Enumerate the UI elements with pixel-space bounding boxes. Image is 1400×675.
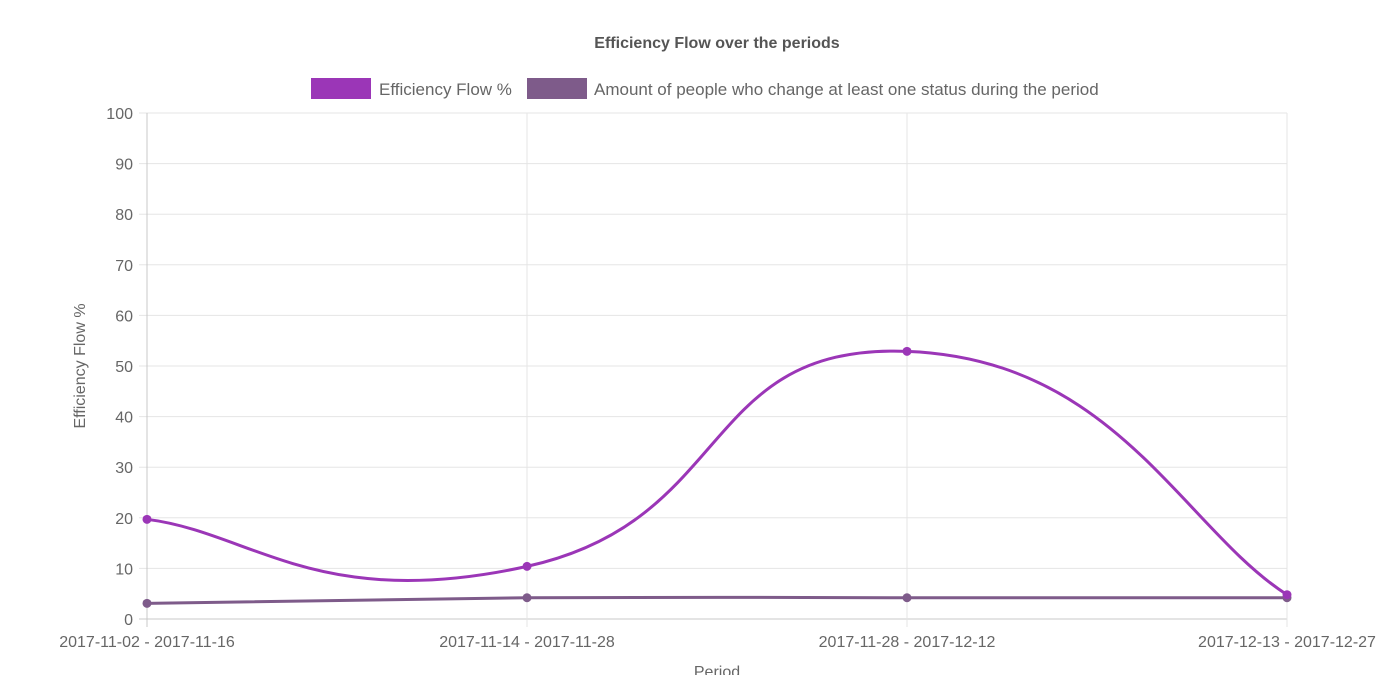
y-tick-label: 40 [115, 410, 133, 427]
y-tick-label: 50 [115, 359, 133, 376]
y-tick-label: 60 [115, 308, 133, 325]
y-tick-label: 90 [115, 157, 133, 174]
legend-swatch-people-changed-status[interactable] [527, 78, 587, 99]
y-tick-label: 30 [115, 460, 133, 477]
x-tick-label: 2017-11-14 - 2017-11-28 [439, 634, 615, 651]
data-point[interactable] [142, 598, 152, 608]
x-axis-title: Period [694, 664, 740, 675]
y-tick-label: 80 [115, 207, 133, 224]
data-point[interactable] [902, 346, 912, 356]
x-axis-ticks: 2017-11-02 - 2017-11-16 2017-11-14 - 2017… [59, 634, 1376, 651]
y-axis-ticks: 0 10 20 30 40 50 60 70 80 90 100 [106, 106, 133, 629]
legend: Efficiency Flow % Amount of people who c… [311, 78, 1099, 99]
series-people-changed-status [142, 593, 1292, 608]
data-point[interactable] [902, 593, 912, 603]
grid [139, 112, 1288, 627]
chart-title: Efficiency Flow over the periods [594, 35, 839, 52]
y-tick-label: 70 [115, 258, 133, 275]
legend-swatch-efficiency-flow[interactable] [311, 78, 371, 99]
series-line [145, 349, 1289, 597]
x-tick-label: 2017-12-13 - 2017-12-27 [1198, 634, 1376, 651]
x-tick-label: 2017-11-28 - 2017-12-12 [819, 634, 996, 651]
data-point[interactable] [1282, 590, 1292, 600]
data-point[interactable] [522, 561, 532, 571]
series-line [145, 595, 1289, 605]
data-point[interactable] [522, 593, 532, 603]
series-layer [142, 346, 1292, 608]
y-tick-label: 100 [106, 106, 133, 123]
y-tick-label: 10 [115, 561, 133, 578]
data-point[interactable] [142, 514, 152, 524]
y-axis-title: Efficiency Flow % [72, 303, 89, 428]
series-efficiency-flow [142, 346, 1292, 600]
y-tick-label: 20 [115, 511, 133, 528]
x-tick-label: 2017-11-02 - 2017-11-16 [59, 634, 235, 651]
y-tick-label: 0 [124, 612, 133, 629]
legend-label-efficiency-flow[interactable]: Efficiency Flow % [379, 80, 512, 99]
legend-label-people-changed-status[interactable]: Amount of people who change at least one… [594, 80, 1099, 99]
